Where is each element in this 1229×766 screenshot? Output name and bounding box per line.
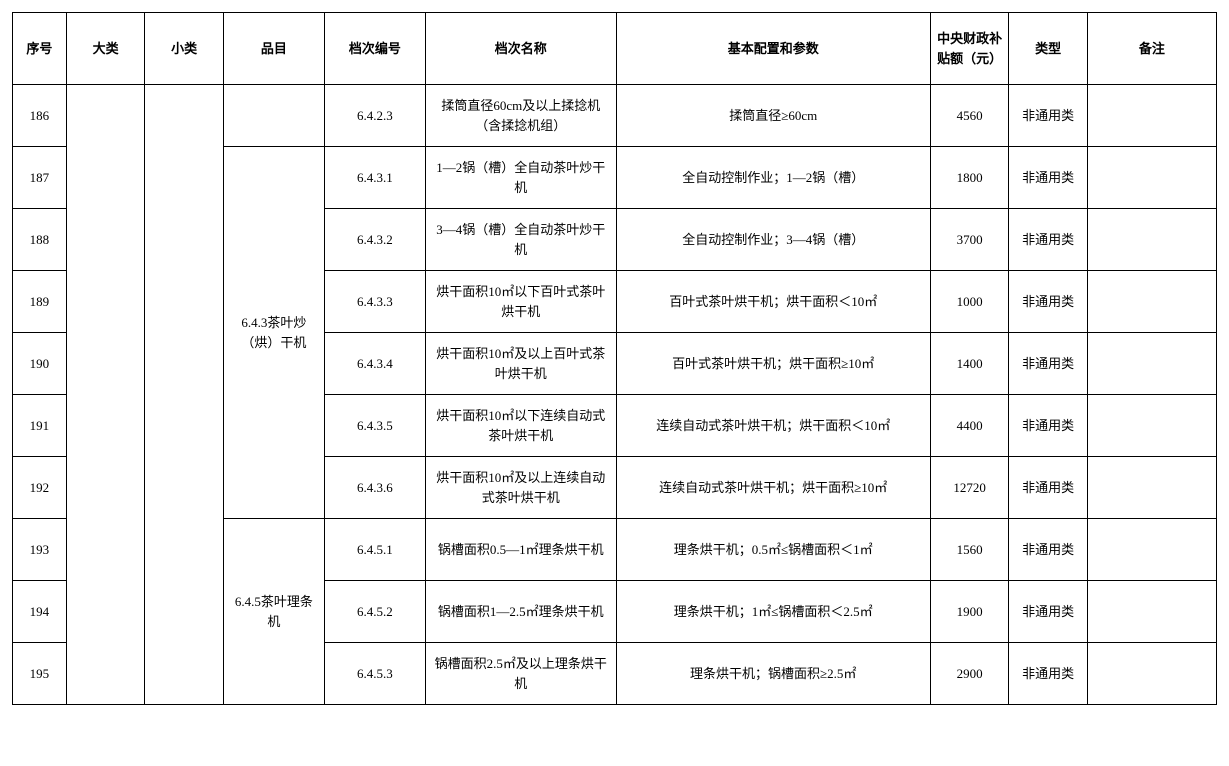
cell-name: 烘干面积10㎡及以上百叶式茶叶烘干机 bbox=[425, 333, 616, 395]
col-header-item: 品目 bbox=[223, 13, 324, 85]
cell-type: 非通用类 bbox=[1009, 581, 1088, 643]
cell-name: 锅槽面积2.5㎡及以上理条烘干机 bbox=[425, 643, 616, 705]
cell-seq: 195 bbox=[13, 643, 67, 705]
col-header-spec: 基本配置和参数 bbox=[616, 13, 930, 85]
cell-seq: 191 bbox=[13, 395, 67, 457]
cell-remark bbox=[1087, 209, 1216, 271]
subsidy-table: 序号 大类 小类 品目 档次编号 档次名称 基本配置和参数 中央财政补贴额（元）… bbox=[12, 12, 1217, 705]
col-header-cat2: 小类 bbox=[145, 13, 224, 85]
cell-name: 1—2锅（槽）全自动茶叶炒干机 bbox=[425, 147, 616, 209]
cell-item: 6.4.3茶叶炒（烘）干机 bbox=[223, 147, 324, 519]
cell-type: 非通用类 bbox=[1009, 147, 1088, 209]
cell-name: 锅槽面积1—2.5㎡理条烘干机 bbox=[425, 581, 616, 643]
cell-spec: 全自动控制作业；1—2锅（槽） bbox=[616, 147, 930, 209]
cell-type: 非通用类 bbox=[1009, 209, 1088, 271]
cell-code: 6.4.3.5 bbox=[324, 395, 425, 457]
col-header-cat1: 大类 bbox=[66, 13, 145, 85]
cell-spec: 百叶式茶叶烘干机；烘干面积＜10㎡ bbox=[616, 271, 930, 333]
table-body: 186 6.4.2.3揉筒直径60cm及以上揉捻机（含揉捻机组）揉筒直径≥60cm… bbox=[13, 85, 1217, 705]
cell-code: 6.4.2.3 bbox=[324, 85, 425, 147]
cell-spec: 理条烘干机；0.5㎡≤锅槽面积＜1㎡ bbox=[616, 519, 930, 581]
cell-code: 6.4.5.1 bbox=[324, 519, 425, 581]
cell-remark bbox=[1087, 581, 1216, 643]
cell-subsidy: 3700 bbox=[930, 209, 1009, 271]
col-header-subsidy: 中央财政补贴额（元） bbox=[930, 13, 1009, 85]
cell-subsidy: 1900 bbox=[930, 581, 1009, 643]
col-header-type: 类型 bbox=[1009, 13, 1088, 85]
cell-seq: 187 bbox=[13, 147, 67, 209]
cell-subsidy: 4400 bbox=[930, 395, 1009, 457]
header-row: 序号 大类 小类 品目 档次编号 档次名称 基本配置和参数 中央财政补贴额（元）… bbox=[13, 13, 1217, 85]
cell-subsidy: 2900 bbox=[930, 643, 1009, 705]
cell-name: 烘干面积10㎡以下连续自动式茶叶烘干机 bbox=[425, 395, 616, 457]
cell-code: 6.4.3.2 bbox=[324, 209, 425, 271]
col-header-name: 档次名称 bbox=[425, 13, 616, 85]
cell-remark bbox=[1087, 85, 1216, 147]
cell-seq: 186 bbox=[13, 85, 67, 147]
cell-name: 烘干面积10㎡及以上连续自动式茶叶烘干机 bbox=[425, 457, 616, 519]
cell-seq: 190 bbox=[13, 333, 67, 395]
cell-name: 3—4锅（槽）全自动茶叶炒干机 bbox=[425, 209, 616, 271]
cell-spec: 百叶式茶叶烘干机；烘干面积≥10㎡ bbox=[616, 333, 930, 395]
col-header-code: 档次编号 bbox=[324, 13, 425, 85]
col-header-remark: 备注 bbox=[1087, 13, 1216, 85]
cell-code: 6.4.3.3 bbox=[324, 271, 425, 333]
cell-type: 非通用类 bbox=[1009, 395, 1088, 457]
table-row: 186 6.4.2.3揉筒直径60cm及以上揉捻机（含揉捻机组）揉筒直径≥60cm… bbox=[13, 85, 1217, 147]
cell-cat1 bbox=[66, 85, 145, 705]
cell-seq: 189 bbox=[13, 271, 67, 333]
cell-type: 非通用类 bbox=[1009, 271, 1088, 333]
cell-name: 烘干面积10㎡以下百叶式茶叶烘干机 bbox=[425, 271, 616, 333]
cell-remark bbox=[1087, 333, 1216, 395]
col-header-seq: 序号 bbox=[13, 13, 67, 85]
cell-remark bbox=[1087, 519, 1216, 581]
cell-name: 锅槽面积0.5—1㎡理条烘干机 bbox=[425, 519, 616, 581]
cell-subsidy: 1800 bbox=[930, 147, 1009, 209]
cell-code: 6.4.3.1 bbox=[324, 147, 425, 209]
cell-type: 非通用类 bbox=[1009, 643, 1088, 705]
cell-code: 6.4.3.6 bbox=[324, 457, 425, 519]
cell-spec: 理条烘干机；锅槽面积≥2.5㎡ bbox=[616, 643, 930, 705]
cell-spec: 全自动控制作业；3—4锅（槽） bbox=[616, 209, 930, 271]
cell-subsidy: 12720 bbox=[930, 457, 1009, 519]
cell-type: 非通用类 bbox=[1009, 457, 1088, 519]
cell-seq: 194 bbox=[13, 581, 67, 643]
cell-seq: 188 bbox=[13, 209, 67, 271]
cell-seq: 192 bbox=[13, 457, 67, 519]
cell-spec: 连续自动式茶叶烘干机；烘干面积≥10㎡ bbox=[616, 457, 930, 519]
cell-spec: 揉筒直径≥60cm bbox=[616, 85, 930, 147]
cell-name: 揉筒直径60cm及以上揉捻机（含揉捻机组） bbox=[425, 85, 616, 147]
table-header: 序号 大类 小类 品目 档次编号 档次名称 基本配置和参数 中央财政补贴额（元）… bbox=[13, 13, 1217, 85]
cell-spec: 理条烘干机；1㎡≤锅槽面积＜2.5㎡ bbox=[616, 581, 930, 643]
cell-code: 6.4.5.3 bbox=[324, 643, 425, 705]
cell-code: 6.4.3.4 bbox=[324, 333, 425, 395]
cell-subsidy: 1560 bbox=[930, 519, 1009, 581]
cell-cat2 bbox=[145, 85, 224, 705]
cell-remark bbox=[1087, 643, 1216, 705]
cell-item: 6.4.5茶叶理条机 bbox=[223, 519, 324, 705]
cell-type: 非通用类 bbox=[1009, 85, 1088, 147]
cell-subsidy: 4560 bbox=[930, 85, 1009, 147]
cell-remark bbox=[1087, 457, 1216, 519]
cell-code: 6.4.5.2 bbox=[324, 581, 425, 643]
cell-item bbox=[223, 85, 324, 147]
cell-type: 非通用类 bbox=[1009, 519, 1088, 581]
cell-subsidy: 1000 bbox=[930, 271, 1009, 333]
cell-remark bbox=[1087, 395, 1216, 457]
cell-seq: 193 bbox=[13, 519, 67, 581]
cell-subsidy: 1400 bbox=[930, 333, 1009, 395]
cell-spec: 连续自动式茶叶烘干机；烘干面积＜10㎡ bbox=[616, 395, 930, 457]
cell-type: 非通用类 bbox=[1009, 333, 1088, 395]
cell-remark bbox=[1087, 271, 1216, 333]
cell-remark bbox=[1087, 147, 1216, 209]
